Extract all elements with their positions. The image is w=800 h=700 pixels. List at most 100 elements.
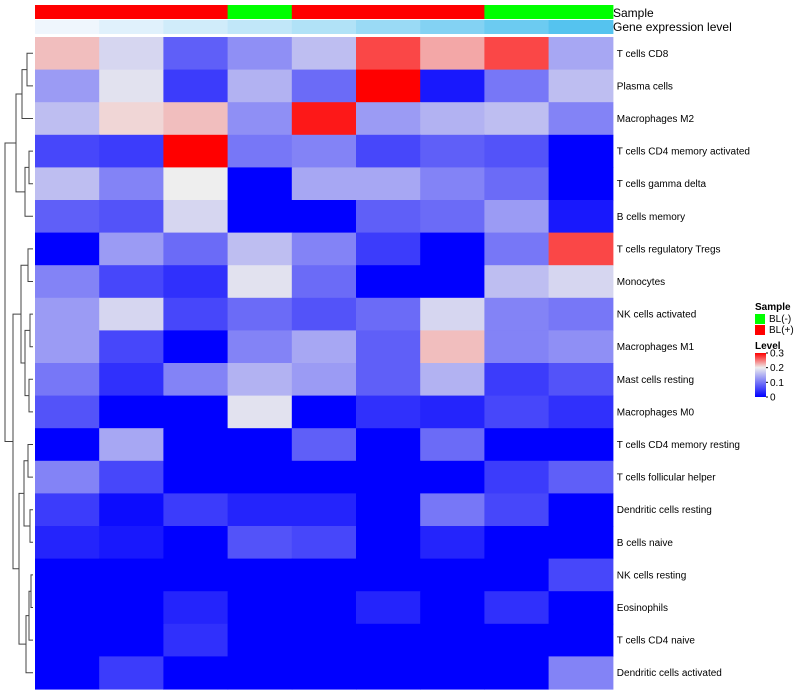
gene-level-annotation-cell — [548, 20, 614, 34]
heatmap-cell — [99, 102, 164, 136]
heatmap-cell — [291, 232, 357, 266]
heatmap-cell — [420, 395, 485, 429]
heatmap-cell — [484, 37, 550, 71]
row-labels: T cells CD8 Plasma cells Macrophages M2 T c… — [617, 49, 750, 679]
heatmap-cell — [356, 623, 421, 657]
heatmap-cell — [548, 395, 614, 429]
heatmap-cell — [484, 493, 550, 527]
heatmap-cell — [227, 428, 293, 462]
heatmap-cell — [420, 460, 485, 494]
heatmap-cell — [356, 363, 421, 397]
heatmap-cell — [163, 428, 229, 462]
row-label: Monocytes — [617, 277, 665, 288]
heatmap-cell — [420, 493, 485, 527]
heatmap-cell — [163, 297, 229, 331]
heatmap-cell — [99, 363, 164, 397]
heatmap-cell — [356, 656, 421, 690]
legend-sample-title: Sample — [755, 302, 791, 313]
dendrogram-branch — [29, 509, 33, 543]
legend-colorbar — [755, 353, 766, 397]
heatmap-cell — [548, 363, 614, 397]
heatmap-cell — [227, 656, 293, 690]
heatmap-cell — [163, 558, 229, 592]
heatmap-cell — [420, 363, 485, 397]
gene-track-label: Gene expression level — [613, 20, 732, 34]
heatmap-cell — [291, 265, 357, 299]
heatmap-cell — [163, 37, 229, 71]
heatmap-cell — [227, 69, 293, 103]
heatmap-cell — [163, 623, 229, 657]
heatmap-cell — [484, 330, 550, 364]
gene-level-annotation-cell — [356, 20, 421, 34]
heatmap-cell — [163, 395, 229, 429]
heatmap-cell — [99, 232, 164, 266]
heatmap-cell — [548, 37, 614, 71]
annotation-tracks — [35, 5, 614, 34]
heatmap-cell — [484, 232, 550, 266]
heatmap-cell — [99, 428, 164, 462]
heatmap-cell — [356, 102, 421, 136]
heatmap-cell — [291, 297, 357, 331]
heatmap-cell — [227, 395, 293, 429]
gene-level-annotation-cell — [484, 20, 550, 34]
heatmap-cell — [356, 526, 421, 560]
heatmap-cell — [548, 558, 614, 592]
heatmap-cell — [35, 330, 100, 364]
legend-tick-label: 0.3 — [770, 349, 784, 360]
heatmap-cell — [35, 428, 100, 462]
heatmap-cell — [99, 591, 164, 625]
legend-swatch — [755, 314, 765, 324]
heatmap-cell — [484, 167, 550, 201]
dendrogram-branch — [27, 444, 33, 478]
heatmap-cell — [163, 493, 229, 527]
heatmap-cell — [484, 591, 550, 625]
heatmap-cell — [99, 395, 164, 429]
row-label: NK cells resting — [617, 570, 686, 581]
heatmap-cell — [548, 460, 614, 494]
dendrogram-branch — [23, 460, 30, 527]
heatmap-cell — [484, 395, 550, 429]
heatmap-cell — [420, 37, 485, 71]
heatmap-cell — [420, 265, 485, 299]
heatmap-cell — [227, 265, 293, 299]
heatmap-cell — [291, 167, 357, 201]
legend-swatch — [755, 325, 765, 335]
heatmap-cell — [99, 297, 164, 331]
row-label: T cells follicular helper — [617, 473, 716, 484]
heatmap-cell — [163, 102, 229, 136]
heatmap-cell — [99, 526, 164, 560]
heatmap-cell — [356, 493, 421, 527]
row-label: T cells regulatory Tregs — [617, 244, 721, 255]
heatmap-cell — [484, 623, 550, 657]
row-label: T cells CD4 memory activated — [617, 147, 750, 158]
dendrogram-branch — [27, 248, 33, 282]
heatmap-cell — [291, 656, 357, 690]
legend-level-title: Level — [755, 341, 781, 352]
sample-annotation-cell — [227, 5, 293, 19]
heatmap-cell — [356, 297, 421, 331]
heatmap-cell — [35, 167, 100, 201]
heatmap-cell — [99, 330, 164, 364]
heatmap-cell — [484, 460, 550, 494]
gene-level-annotation-cell — [99, 20, 164, 34]
heatmap-cell — [35, 134, 100, 168]
heatmap-cell — [99, 656, 164, 690]
sample-annotation-cell — [356, 5, 421, 19]
row-label: B cells naive — [617, 538, 674, 549]
heatmap-cell — [35, 623, 100, 657]
heatmap-cell — [163, 330, 229, 364]
heatmap-cells — [35, 37, 614, 690]
heatmap-cell — [99, 265, 164, 299]
gene-level-annotation-cell — [35, 20, 100, 34]
heatmap-cell — [35, 460, 100, 494]
heatmap-cell — [163, 363, 229, 397]
legend-item-label: BL(-) — [769, 314, 791, 325]
heatmap-cell — [163, 134, 229, 168]
heatmap-cell — [420, 102, 485, 136]
heatmap-cell — [227, 232, 293, 266]
heatmap-cell — [227, 623, 293, 657]
heatmap-cell — [484, 200, 550, 234]
heatmap-cell — [356, 265, 421, 299]
row-label: Eosinophils — [617, 603, 668, 614]
heatmap-cell — [420, 428, 485, 462]
